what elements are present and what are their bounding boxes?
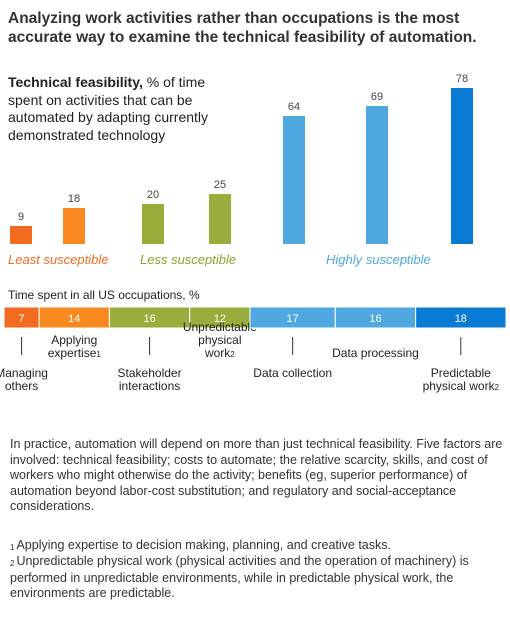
- bar-value-predictable-physical-work: 78: [456, 73, 468, 85]
- bar-value-data-collection: 64: [288, 101, 300, 113]
- bar-value-data-processing: 69: [371, 91, 383, 103]
- footnote-1: 1 Applying expertise to decision making, …: [10, 538, 506, 555]
- bar-predictable-physical-work: [451, 88, 473, 244]
- footnote-2-mark: 2: [10, 559, 15, 568]
- segment-value-unpredictable-physical-work: 12: [214, 313, 226, 325]
- segment-value-applying-expertise: 14: [68, 313, 80, 325]
- segment-label-managing-others: others: [5, 379, 38, 393]
- bar-value-unpredictable-physical-work: 25: [214, 179, 226, 191]
- segment-label-unpredictable-physical-work: physical: [198, 333, 241, 347]
- segment-label-predictable-physical-work: physical work2: [423, 379, 500, 393]
- bar-value-managing-others: 9: [18, 211, 24, 223]
- body-note: In practice, automation will depend on m…: [10, 437, 503, 513]
- footnote-mark: 2: [230, 350, 235, 359]
- bar-stakeholder-interactions: [142, 204, 164, 244]
- footnote-2-text: Unpredictable physical work (physical ac…: [10, 554, 469, 600]
- segment-value-data-collection: 17: [287, 313, 299, 325]
- footnote-mark: 2: [495, 383, 500, 392]
- headline: Analyzing work activities rather than oc…: [8, 10, 477, 46]
- segment-label-data-collection: Data collection: [253, 366, 332, 380]
- segment-label-predictable-physical-work: Predictable: [431, 366, 491, 380]
- segment-label-unpredictable-physical-work: Unpredictable: [183, 320, 257, 334]
- bar-applying-expertise: [63, 208, 85, 244]
- segment-label-applying-expertise: expertise1: [48, 346, 102, 360]
- segment-value-predictable-physical-work: 18: [455, 313, 467, 325]
- segment-label-unpredictable-physical-work: work2: [204, 346, 235, 360]
- segment-value-data-processing: 16: [369, 313, 381, 325]
- segment-label-stakeholder-interactions: interactions: [119, 379, 180, 393]
- chart-subtitle: Technical feasibility, % of time spent o…: [8, 74, 243, 144]
- segment-label-data-processing: Data processing: [332, 346, 419, 360]
- bar-unpredictable-physical-work: [209, 194, 231, 244]
- bar-data-processing: [366, 106, 388, 244]
- footnote-mark: 1: [96, 350, 101, 359]
- footnote-2: 2 Unpredictable physical work (physical a…: [10, 554, 506, 602]
- segment-value-stakeholder-interactions: 16: [143, 313, 155, 325]
- group-label-least-susceptible: Least susceptible: [8, 252, 108, 267]
- segment-predictable-physical-work: [415, 306, 507, 329]
- footnote-1-mark: 1: [10, 543, 15, 552]
- footnote-1-text: Applying expertise to decision making, p…: [16, 538, 391, 552]
- chart-subtitle-rest: % of time spent on activities that can b…: [8, 74, 209, 143]
- bar-managing-others: [10, 226, 32, 244]
- group-label-highly-susceptible: Highly susceptible: [326, 252, 431, 267]
- bar-value-applying-expertise: 18: [68, 193, 80, 205]
- automation-chart: 9 18 20 25 64 69 78 Least susceptible Less susce…: [0, 73, 507, 393]
- segment-label-stakeholder-interactions: Stakeholder: [118, 366, 182, 380]
- segment-label-applying-expertise: Applying: [51, 333, 97, 347]
- time-spent-title: Time spent in all US occupations, %: [8, 288, 200, 302]
- bar-data-collection: [283, 116, 305, 244]
- bar-value-stakeholder-interactions: 20: [147, 189, 159, 201]
- segment-label-managing-others: Managing: [0, 366, 48, 380]
- segment-value-managing-others: 7: [19, 313, 25, 325]
- group-label-less-susceptible: Less susceptible: [140, 252, 236, 267]
- chart-subtitle-bold: Technical feasibility,: [8, 74, 143, 90]
